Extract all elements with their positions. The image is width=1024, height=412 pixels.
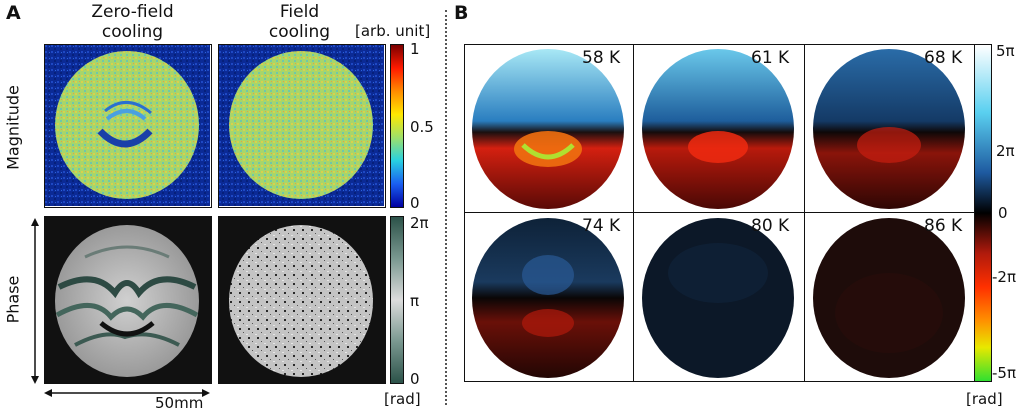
magnitude-fc-image: [218, 44, 386, 208]
temp-label-61k: 61 K: [751, 48, 790, 68]
temp-map-86k: [804, 212, 976, 382]
temp-label-74k: 74 K: [582, 216, 621, 236]
col-header-zero-field: Zero-field cooling: [50, 2, 215, 42]
phase-fc-image: [218, 216, 386, 384]
temp-map-58k: [464, 44, 634, 213]
phase-tick-0: 0: [410, 370, 420, 388]
temp-label-68k: 68 K: [924, 48, 963, 68]
phase-colorbar-unit: [rad]: [384, 390, 421, 408]
magnitude-tick-0-5: 0.5: [410, 118, 434, 136]
temp-label-58k: 58 K: [582, 48, 621, 68]
temp-map-74k: [464, 212, 634, 382]
b-tick-0: 0: [998, 204, 1008, 222]
scale-bar-label: 50mm: [155, 394, 204, 412]
horizontal-scale-arrow: [44, 389, 210, 397]
col-header-field-line1: Field: [279, 2, 320, 22]
phase-zfc-image: [44, 216, 212, 384]
row-label-phase: Phase: [3, 275, 23, 324]
magnitude-tick-0: 0: [410, 194, 420, 212]
magnitude-tick-1: 1: [410, 40, 420, 58]
row-label-magnitude: Magnitude: [3, 85, 23, 170]
panel-a-label: A: [6, 2, 21, 24]
panel-b-colorbar-unit: [rad]: [966, 390, 1003, 408]
col-header-field: Field cooling: [217, 2, 382, 42]
panel-separator: [445, 10, 447, 405]
col-header-field-line2: cooling: [268, 22, 331, 42]
phase-tick-pi: π: [410, 292, 420, 310]
b-tick-neg2pi: -2π: [992, 268, 1016, 286]
col-header-zero-field-line2: cooling: [101, 22, 164, 42]
b-tick-5pi: 5π: [996, 42, 1015, 60]
temp-label-80k: 80 K: [751, 216, 790, 236]
panel-b-colorbar: [974, 44, 992, 382]
magnitude-colorbar-unit: [arb. unit]: [355, 22, 431, 40]
vertical-scale-arrow: [31, 218, 39, 384]
col-header-zero-field-line1: Zero-field: [91, 2, 174, 22]
panel-b-label: B: [454, 2, 469, 24]
phase-colorbar: [390, 216, 404, 384]
b-tick-2pi: 2π: [996, 142, 1015, 160]
temp-map-61k: [633, 44, 805, 213]
magnitude-colorbar: [390, 44, 404, 208]
phase-tick-2pi: 2π: [410, 214, 429, 232]
b-tick-neg5pi: -5π: [992, 364, 1016, 382]
temp-map-68k: [804, 44, 976, 213]
temp-map-80k: [633, 212, 805, 382]
temp-label-86k: 86 K: [924, 216, 963, 236]
magnitude-zfc-image: [44, 44, 212, 208]
